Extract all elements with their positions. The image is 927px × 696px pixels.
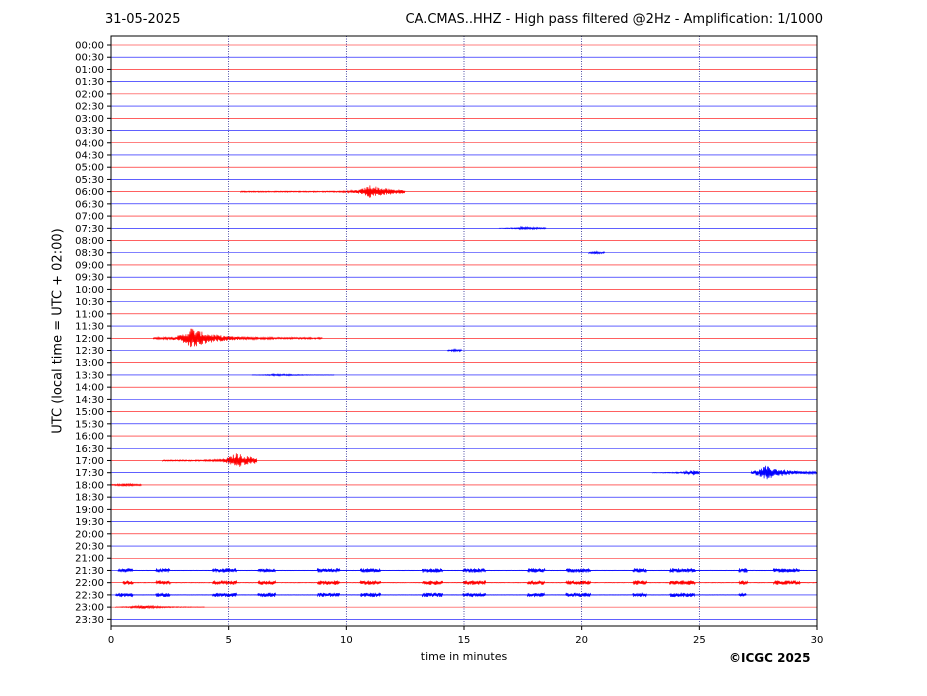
y-tick-label: 09:30: [75, 273, 104, 284]
x-tick-label: 15: [458, 635, 471, 646]
vertical-grid: [228, 36, 700, 626]
y-tick-label: 11:00: [75, 309, 104, 320]
y-tick-label: 02:00: [75, 89, 104, 100]
seismic-event: [251, 372, 335, 377]
y-tick-label: 13:00: [75, 358, 104, 369]
seismic-event: [117, 567, 817, 574]
y-tick-label: 01:30: [75, 77, 104, 88]
y-tick-label: 18:00: [75, 480, 104, 491]
y-tick-label: 08:00: [75, 236, 104, 247]
x-tick-label: 30: [811, 635, 824, 646]
y-tick-label: 00:00: [75, 41, 104, 52]
y-tick-label: 10:30: [75, 297, 104, 308]
y-tick-label: 04:30: [75, 150, 104, 161]
y-tick-label: 07:00: [75, 212, 104, 223]
y-tick-label: 18:30: [75, 493, 104, 504]
seismic-event: [153, 328, 323, 348]
y-tick-label: 15:00: [75, 407, 104, 418]
y-tick-label: 16:00: [75, 432, 104, 443]
x-tick-label: 0: [108, 635, 114, 646]
y-tick-label: 17:00: [75, 456, 104, 467]
y-tick-label: 12:30: [75, 346, 104, 357]
seismic-event: [651, 470, 700, 476]
seismic-signals: [110, 185, 817, 610]
y-tick-label: 19:30: [75, 517, 104, 528]
y-tick-label: 20:30: [75, 542, 104, 553]
y-tick-label: 20:00: [75, 529, 104, 540]
chart-title: CA.CMAS..HHZ - High pass filtered @2Hz -…: [405, 12, 823, 27]
seismic-event: [115, 592, 747, 598]
y-tick-label: 11:30: [75, 322, 104, 333]
x-axis-label: time in minutes: [420, 650, 508, 663]
y-tick-label: 09:00: [75, 260, 104, 271]
y-tick-label: 06:30: [75, 199, 104, 210]
y-tick-label: 15:30: [75, 419, 104, 430]
y-tick-label: 00:30: [75, 53, 104, 64]
seismic-event: [750, 465, 817, 480]
y-tick-label: 05:30: [75, 175, 104, 186]
seismic-event: [588, 250, 606, 255]
y-tick-label: 02:30: [75, 102, 104, 113]
seismic-event: [122, 579, 817, 586]
date-label: 31-05-2025: [105, 12, 181, 27]
y-tick-label: 16:30: [75, 444, 104, 455]
y-tick-label: 10:00: [75, 285, 104, 296]
y-tick-label: 14:30: [75, 395, 104, 406]
x-axis-ticks: 0 5 10 15 20 25 30: [108, 626, 824, 646]
copyright-label: ©ICGC 2025: [729, 651, 811, 665]
y-tick-label: 22:30: [75, 590, 104, 601]
y-tick-label: 04:00: [75, 138, 104, 149]
y-tick-label: 06:00: [75, 187, 104, 198]
x-tick-label: 25: [693, 635, 706, 646]
y-tick-label: 12:00: [75, 334, 104, 345]
y-tick-label: 05:00: [75, 163, 104, 174]
seismic-event: [115, 604, 205, 610]
x-tick-label: 5: [225, 635, 231, 646]
y-tick-label: 07:30: [75, 224, 104, 235]
y-tick-label: 14:00: [75, 383, 104, 394]
seismic-event: [240, 185, 406, 198]
y-tick-label: 01:00: [75, 65, 104, 76]
y-tick-label: 08:30: [75, 248, 104, 259]
y-tick-label: 13:30: [75, 370, 104, 381]
y-tick-label: 17:30: [75, 468, 104, 479]
y-tick-label: 22:00: [75, 578, 104, 589]
y-tick-label: 19:00: [75, 505, 104, 516]
seismic-event: [447, 348, 462, 353]
y-tick-label: 23:30: [75, 615, 104, 626]
seismic-event: [162, 453, 258, 467]
y-tick-label: 23:00: [75, 603, 104, 614]
y-tick-label: 03:30: [75, 126, 104, 137]
seismic-event: [498, 225, 547, 231]
y-axis-label: UTC (local time = UTC + 02:00): [50, 228, 66, 434]
x-tick-label: 20: [575, 635, 588, 646]
seismic-event: [110, 482, 142, 488]
x-tick-label: 10: [340, 635, 353, 646]
y-tick-label: 21:00: [75, 554, 104, 565]
y-tick-label: 03:00: [75, 114, 104, 125]
y-tick-label: 21:30: [75, 566, 104, 577]
